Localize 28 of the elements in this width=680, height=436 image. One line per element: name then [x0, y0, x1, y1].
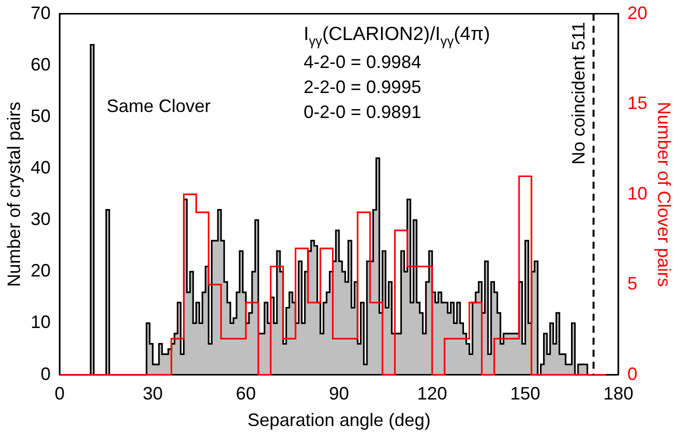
y2-tick-label: 20 [627, 2, 648, 23]
annotation: 2-2-0 = 0.9995 [304, 77, 422, 97]
y-tick-label: 10 [30, 312, 51, 332]
y2-tick-label: 15 [627, 93, 648, 114]
y-tick-label: 20 [30, 260, 51, 281]
x-tick-label: 150 [510, 384, 540, 404]
y2-tick-label: 5 [627, 274, 638, 294]
annotation: 4-2-0 = 0.9984 [304, 52, 422, 72]
annotation: 0-2-0 = 0.9891 [304, 102, 422, 122]
x-tick-label: 30 [142, 384, 163, 404]
x-tick-label: 60 [236, 384, 256, 404]
x-tick-label: 180 [603, 384, 634, 404]
y-tick-label: 0 [40, 364, 51, 384]
x-tick-label: 90 [328, 384, 350, 404]
y2-axis-title: Number of Clover pairs [654, 102, 674, 287]
y-tick-label: 40 [30, 157, 51, 178]
y-tick-label: 30 [30, 209, 51, 230]
y2-tick-label: 10 [627, 183, 648, 204]
x-tick-label: 120 [417, 384, 448, 404]
ref-line-label: No coincident 511 [568, 22, 589, 165]
y-tick-label: 60 [30, 54, 51, 74]
x-tick-label: 0 [54, 384, 65, 404]
y-axis-title: Number of crystal pairs [4, 102, 24, 287]
x-axis-title: Separation angle (deg) [247, 410, 431, 430]
annotation: Same Clover [106, 96, 211, 116]
y-tick-label: 70 [30, 2, 51, 23]
y2-tick-label: 0 [627, 364, 638, 384]
y-tick-label: 50 [30, 106, 51, 126]
